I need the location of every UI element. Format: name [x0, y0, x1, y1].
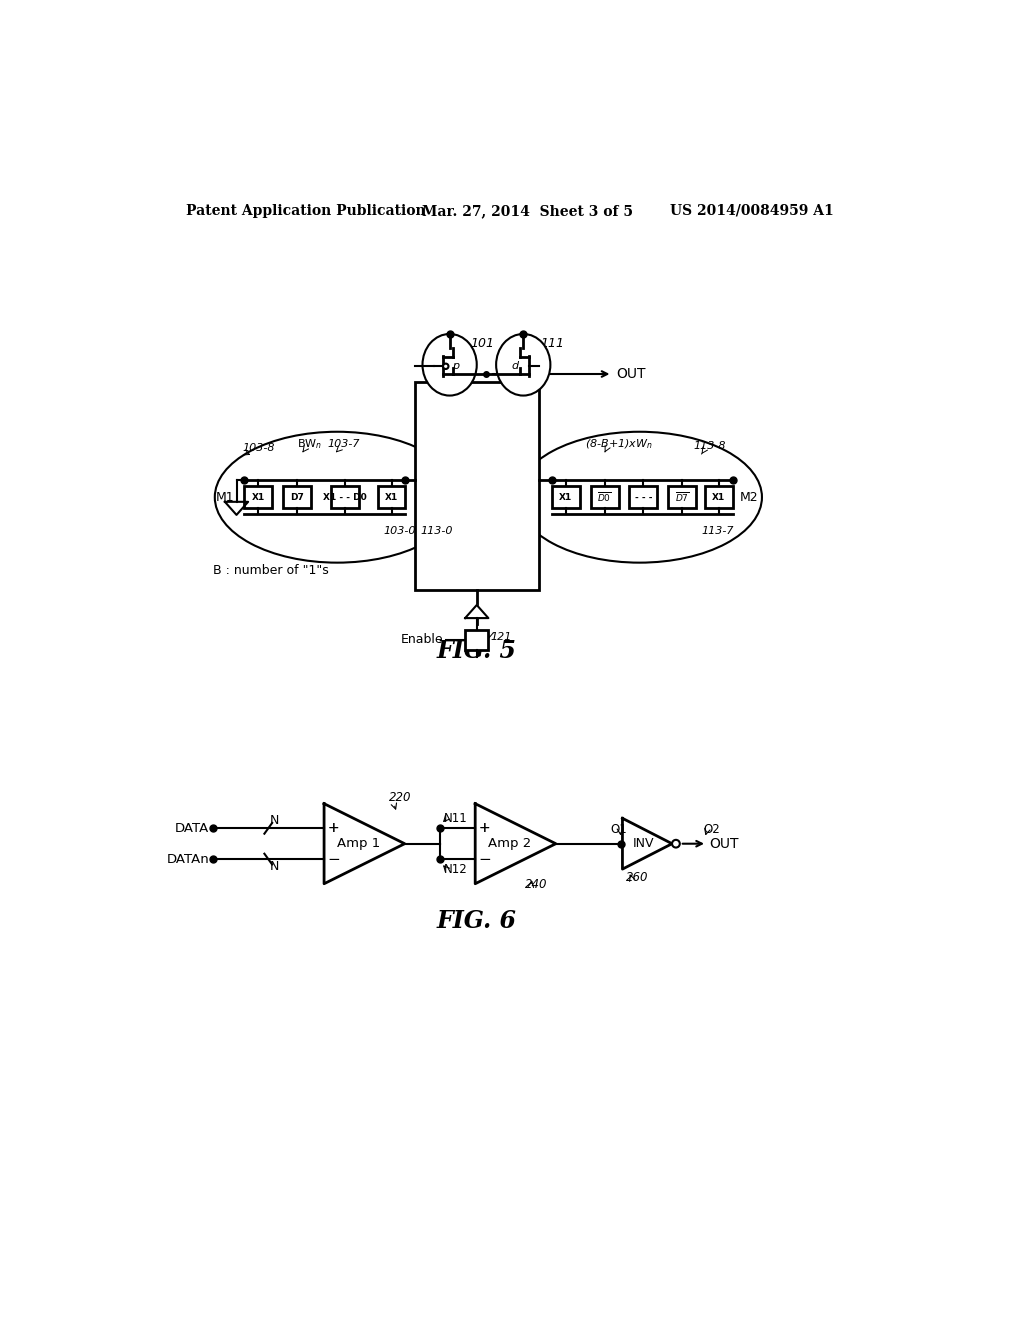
Text: OUT: OUT	[710, 837, 738, 850]
Text: +: +	[478, 821, 490, 836]
Text: N: N	[269, 814, 280, 828]
Text: FIG. 6: FIG. 6	[437, 908, 517, 933]
Text: O2: O2	[703, 824, 720, 837]
Text: US 2014/0084959 A1: US 2014/0084959 A1	[671, 203, 835, 218]
Polygon shape	[465, 605, 488, 618]
Ellipse shape	[215, 432, 460, 562]
Text: M2: M2	[740, 491, 759, 504]
Text: X1: X1	[559, 492, 572, 502]
Ellipse shape	[517, 432, 762, 562]
Text: X1: X1	[385, 492, 398, 502]
Text: 260: 260	[627, 871, 649, 883]
Text: 113-7: 113-7	[701, 527, 734, 536]
Text: (8-B+1)xW$_n$: (8-B+1)xW$_n$	[586, 437, 653, 451]
Text: X1: X1	[712, 492, 725, 502]
Text: 113-0: 113-0	[421, 527, 454, 536]
Bar	[331, 487, 359, 508]
Text: X1 - - D0: X1 - - D0	[324, 492, 367, 502]
Text: $\overline{D0}$: $\overline{D0}$	[597, 490, 612, 504]
Polygon shape	[475, 804, 556, 884]
Text: OUT: OUT	[616, 367, 646, 381]
Text: 103-0: 103-0	[384, 527, 416, 536]
Text: +: +	[328, 821, 339, 836]
Bar	[245, 487, 272, 508]
Polygon shape	[225, 502, 248, 515]
Text: DATAn: DATAn	[167, 853, 209, 866]
Text: X1: X1	[252, 492, 265, 502]
Ellipse shape	[496, 334, 550, 396]
Text: FIG. 5: FIG. 5	[437, 639, 517, 663]
Bar	[552, 487, 580, 508]
Text: 101: 101	[471, 337, 495, 350]
Text: 103-7: 103-7	[328, 440, 360, 449]
Bar	[283, 487, 311, 508]
Text: $\overline{D7}$: $\overline{D7}$	[675, 490, 689, 504]
Text: N12: N12	[443, 862, 467, 875]
Text: d: d	[512, 360, 519, 371]
Text: 220: 220	[389, 792, 412, 804]
Text: INV: INV	[633, 837, 654, 850]
Bar	[465, 630, 488, 649]
Text: −: −	[327, 851, 340, 867]
Text: Amp 2: Amp 2	[487, 837, 530, 850]
Ellipse shape	[423, 334, 477, 396]
Text: N: N	[269, 861, 280, 874]
Text: +: +	[328, 821, 339, 836]
Text: 240: 240	[524, 878, 547, 891]
Bar	[378, 487, 406, 508]
Bar	[415, 381, 539, 590]
Text: −: −	[478, 851, 490, 867]
Bar	[630, 487, 657, 508]
Circle shape	[443, 363, 449, 370]
Text: Amp 1: Amp 1	[337, 837, 380, 850]
Text: 103-8: 103-8	[243, 444, 275, 453]
Text: BW$_n$: BW$_n$	[297, 437, 323, 451]
Bar	[705, 487, 732, 508]
Polygon shape	[324, 804, 404, 884]
Text: O1: O1	[610, 824, 627, 837]
Text: DATA: DATA	[175, 822, 209, 834]
Bar	[591, 487, 618, 508]
Text: 111: 111	[541, 337, 564, 350]
Text: N11: N11	[443, 812, 467, 825]
Polygon shape	[623, 818, 672, 869]
Text: p: p	[453, 360, 460, 371]
Text: 121: 121	[490, 631, 512, 642]
Text: Patent Application Publication: Patent Application Publication	[186, 203, 426, 218]
Text: +: +	[478, 821, 490, 836]
Circle shape	[672, 840, 680, 847]
Text: Mar. 27, 2014  Sheet 3 of 5: Mar. 27, 2014 Sheet 3 of 5	[423, 203, 634, 218]
Text: Enable: Enable	[400, 634, 443, 647]
Bar	[669, 487, 696, 508]
Text: D7: D7	[290, 492, 304, 502]
Text: 113-8: 113-8	[693, 441, 726, 451]
Text: M1: M1	[216, 491, 234, 504]
Text: - - -: - - -	[635, 492, 652, 502]
Text: B : number of "1"s: B : number of "1"s	[213, 564, 329, 577]
